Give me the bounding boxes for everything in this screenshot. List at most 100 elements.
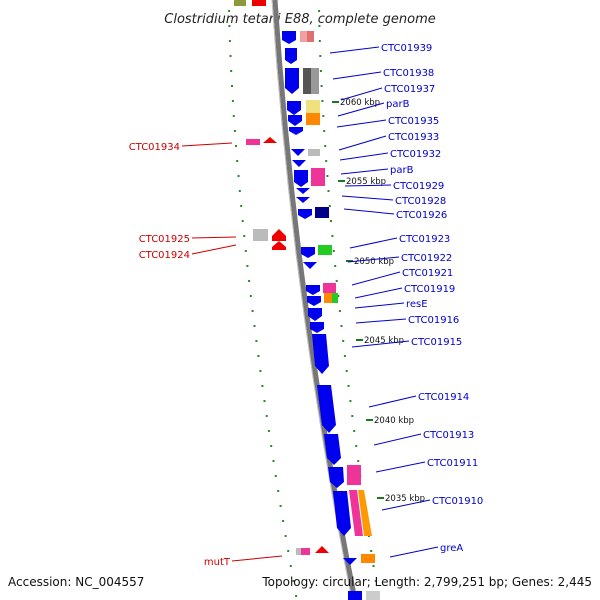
gene-label[interactable]: CTC01916 — [408, 315, 459, 326]
scale-dot — [319, 70, 322, 72]
scale-dot — [324, 145, 327, 147]
scale-dot — [228, 40, 231, 42]
scale-dot — [235, 145, 237, 147]
gene-label[interactable]: CTC01923 — [399, 234, 450, 245]
gene-feature — [323, 283, 336, 293]
gene-label[interactable]: resE — [406, 299, 428, 310]
gene-feature — [292, 160, 306, 167]
scale-dot — [263, 400, 266, 402]
scale-dot — [231, 85, 233, 87]
gene-label[interactable]: CTC01911 — [427, 458, 478, 469]
gene-label[interactable]: greA — [440, 543, 463, 554]
label-leader — [373, 433, 422, 446]
scale-dot — [335, 280, 338, 282]
label-leader — [181, 142, 233, 147]
scale-dot — [255, 340, 258, 342]
scale-dot — [287, 550, 290, 552]
scale-dot — [323, 130, 326, 132]
label-leader — [191, 244, 237, 255]
kbp-label: 2035 kbp — [385, 494, 425, 504]
gene-label[interactable]: CTC01939 — [381, 43, 432, 54]
label-leader — [340, 168, 389, 175]
scale-dot — [318, 40, 321, 42]
gene-label[interactable]: parB — [386, 99, 410, 110]
scale-dot — [230, 70, 233, 72]
kbp-ruler: 2060 kbp 2055 kbp 2050 kbp 2045 kbp 2040 kbp… — [332, 98, 425, 504]
gene-label[interactable]: CTC01937 — [384, 84, 435, 95]
gene-feature — [347, 465, 361, 485]
label-leader — [329, 46, 380, 54]
scale-dot — [295, 595, 298, 597]
scale-dot — [274, 475, 277, 477]
gene-feature — [296, 188, 310, 194]
gene-label[interactable]: CTC01922 — [401, 253, 452, 264]
gene-label[interactable]: CTC01925 — [139, 234, 190, 245]
gene-label[interactable]: CTC01929 — [393, 181, 444, 192]
label-leader — [338, 135, 387, 151]
gene-feature — [296, 548, 310, 555]
gene-feature — [234, 0, 246, 6]
gene-feature — [298, 209, 312, 219]
gene-feature — [310, 322, 324, 333]
kbp-label: 2055 kbp — [346, 177, 386, 187]
gene-feature — [288, 115, 302, 126]
scale-dot — [347, 385, 350, 387]
gene-label[interactable]: CTC01932 — [390, 149, 441, 160]
gene-label[interactable]: CTC01926 — [396, 210, 447, 221]
gene-feature — [282, 31, 296, 44]
scale-dot — [319, 55, 322, 57]
gene-label[interactable]: CTC01938 — [383, 68, 434, 79]
scale-dot — [342, 340, 345, 342]
scale-dot — [292, 580, 295, 582]
gene-feature — [303, 262, 317, 269]
gene-feature — [311, 68, 319, 94]
gene-label[interactable]: CTC01924 — [139, 250, 190, 261]
gene-label[interactable]: CTC01913 — [423, 430, 474, 441]
gene-feature — [272, 241, 286, 250]
scale-dot — [272, 460, 275, 462]
scale-dot — [343, 355, 346, 357]
gene-feature — [311, 168, 325, 186]
gene-label[interactable]: CTC01910 — [432, 496, 483, 507]
label-leader — [332, 71, 382, 80]
label-leader — [339, 152, 389, 161]
gene-features — [234, 0, 380, 600]
scale-dot — [270, 445, 273, 447]
gene-label[interactable]: CTC01915 — [411, 337, 462, 348]
scale-dot — [261, 385, 264, 387]
scale-dot — [228, 25, 231, 27]
gene-feature — [317, 385, 336, 433]
gene-feature — [307, 296, 321, 306]
scale-dot — [351, 415, 354, 417]
scale-dot — [284, 535, 287, 537]
gene-label[interactable]: CTC01935 — [388, 116, 439, 127]
gene-label[interactable]: CTC01934 — [129, 142, 180, 153]
gene-feature — [348, 591, 362, 600]
gene-label[interactable]: CTC01933 — [388, 132, 439, 143]
gene-feature — [289, 127, 303, 135]
gene-feature — [285, 68, 299, 94]
scale-dot — [325, 160, 328, 162]
scale-dot — [241, 220, 244, 222]
gene-label[interactable]: CTC01928 — [395, 196, 446, 207]
gene-label[interactable]: mutT — [204, 557, 231, 568]
label-leader — [354, 287, 403, 299]
scale-dot — [231, 100, 234, 102]
label-leader — [341, 195, 394, 201]
scale-dot — [253, 325, 256, 327]
accession: Accession: NC_004557 — [8, 575, 144, 589]
scale-dot — [340, 325, 343, 327]
gene-feature — [328, 467, 344, 488]
gene-label[interactable]: CTC01914 — [418, 392, 469, 403]
gene-label[interactable]: CTC01919 — [404, 284, 455, 295]
gene-feature — [263, 137, 277, 143]
scale-dot — [279, 505, 282, 507]
scale-dot — [357, 460, 360, 462]
scale-dot — [328, 205, 331, 207]
gene-feature — [252, 0, 266, 6]
gene-label[interactable]: CTC01921 — [402, 268, 453, 279]
scale-dot — [244, 250, 247, 252]
gene-label[interactable]: parB — [390, 165, 414, 176]
gene-labels: CTC01939 CTC01938 CTC01937 parB CTC01935 CTC0… — [129, 43, 484, 568]
